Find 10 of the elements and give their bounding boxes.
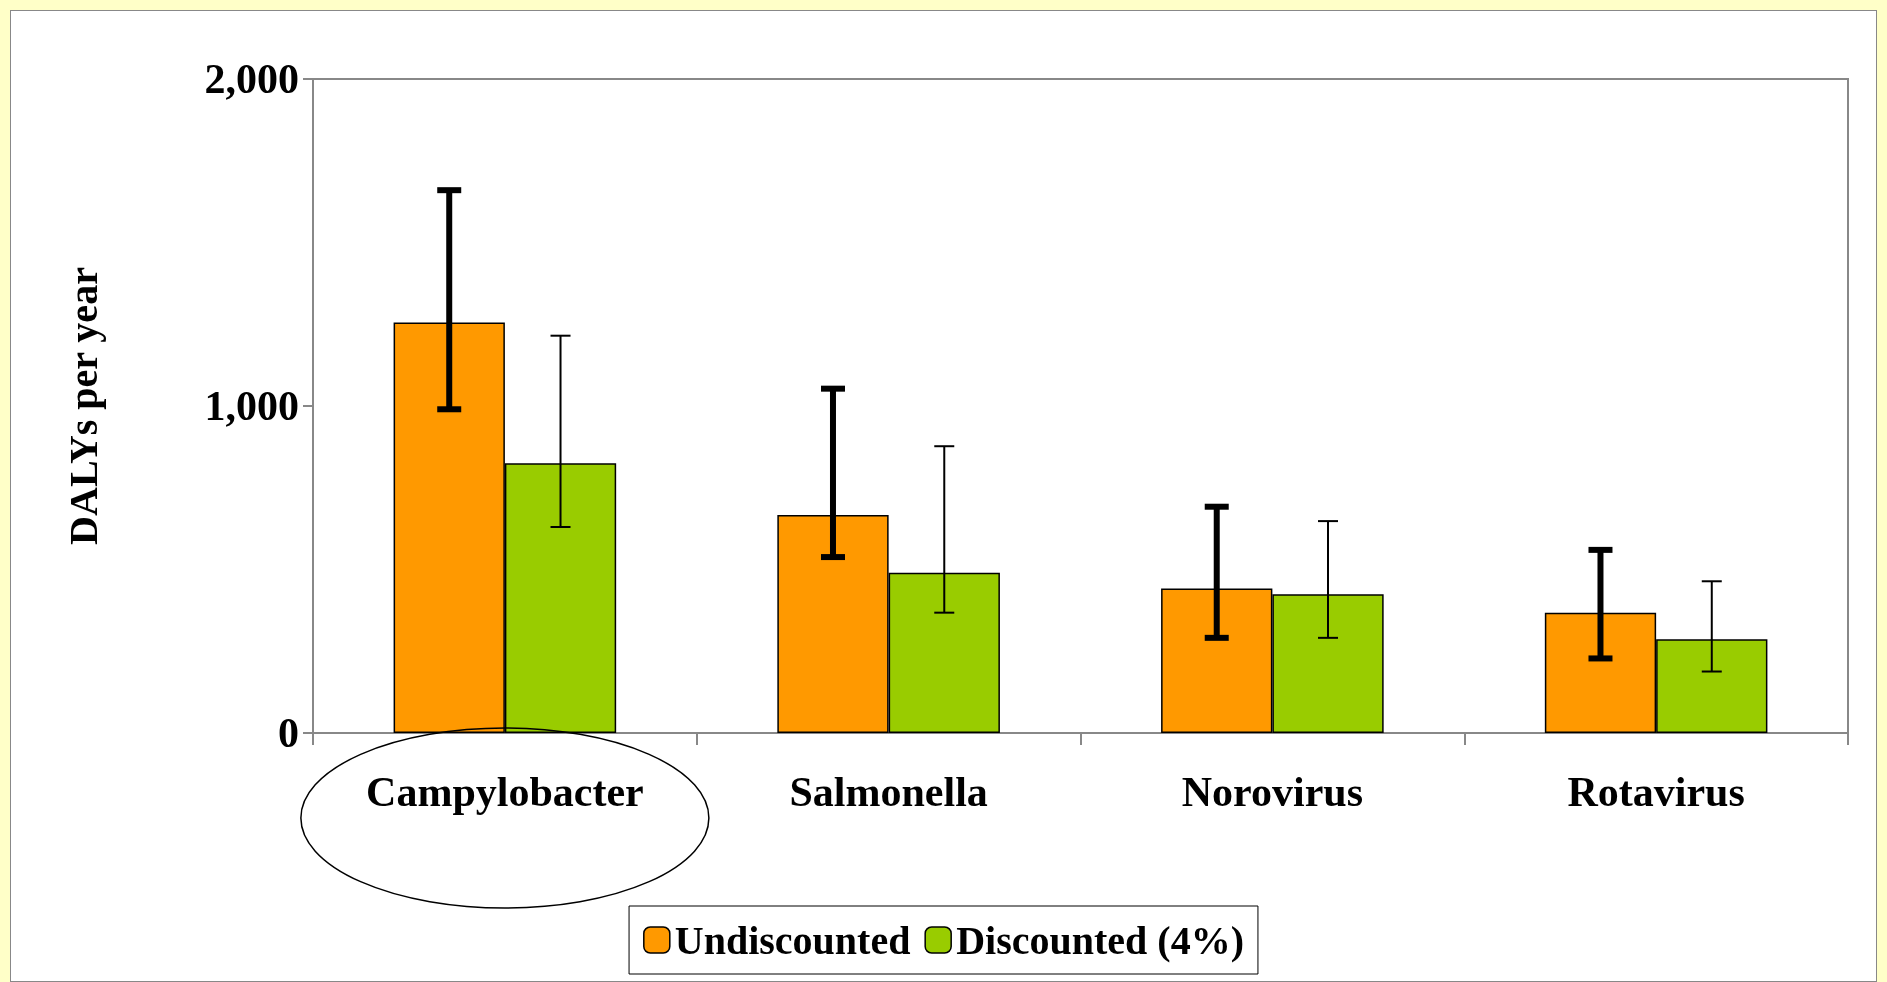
- x-tick-label: Rotavirus: [1567, 769, 1745, 815]
- y-tick-label: 1,000: [204, 383, 299, 429]
- y-tick-label: 0: [278, 710, 299, 756]
- x-tick-label: Norovirus: [1181, 769, 1363, 815]
- y-tick-label: 2,000: [204, 56, 299, 102]
- legend-label: Undiscounted: [674, 917, 911, 963]
- x-tick-label: Campylobacter: [366, 769, 644, 815]
- x-tick-label: Salmonella: [789, 769, 988, 815]
- y-axis-title: DALYs per year: [60, 267, 106, 545]
- legend-label: Discounted (4%): [956, 917, 1244, 963]
